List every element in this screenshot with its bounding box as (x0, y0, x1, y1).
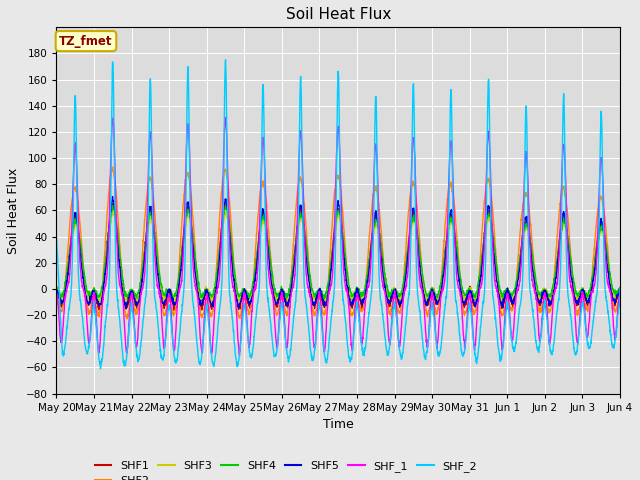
SHF2 (355, 302, 363, 308)
SHF1 (52, 286, 60, 291)
SHF3 (582, 293, 590, 299)
SHF3 (171, 300, 179, 306)
SHF2 (582, 306, 590, 312)
Line: SHF5: SHF5 (56, 197, 620, 309)
SHF3 (355, 290, 363, 296)
SHF4 (109, 203, 117, 208)
Text: TZ_fmet: TZ_fmet (60, 35, 113, 48)
SHF_1 (355, 306, 363, 312)
SHF_2 (367, 291, 375, 297)
Line: SHF_1: SHF_1 (56, 118, 620, 355)
Line: SHF1: SHF1 (56, 203, 620, 310)
SHF_2 (355, 315, 363, 321)
SHF5 (109, 194, 116, 200)
SHF4 (210, 288, 218, 294)
Line: SHF_2: SHF_2 (56, 60, 620, 369)
SHF5 (616, 287, 624, 292)
SHF_2 (616, 286, 624, 291)
SHF_2 (221, 57, 229, 63)
SHF1 (221, 200, 229, 206)
SHF3 (109, 208, 116, 214)
SHF3 (210, 292, 218, 298)
SHF2 (502, 296, 510, 302)
SHF_1 (567, 283, 575, 288)
Legend: SHF1, SHF2, SHF3, SHF4, SHF5, SHF_1, SHF_2: SHF1, SHF2, SHF3, SHF4, SHF5, SHF_1, SHF… (90, 456, 482, 480)
SHF5 (122, 306, 130, 312)
SHF4 (367, 240, 375, 246)
SHF3 (52, 287, 60, 293)
SHF_2 (97, 366, 104, 372)
SHF_1 (367, 254, 375, 260)
SHF_1 (221, 115, 229, 120)
Line: SHF4: SHF4 (56, 205, 620, 300)
SHF3 (502, 288, 510, 293)
SHF3 (367, 250, 375, 256)
SHF4 (502, 286, 510, 292)
SHF5 (367, 245, 375, 251)
SHF5 (502, 290, 510, 296)
SHF5 (210, 296, 218, 301)
SHF5 (567, 269, 575, 275)
SHF4 (52, 286, 60, 292)
SHF1 (582, 298, 590, 304)
SHF1 (170, 307, 177, 313)
SHF_1 (616, 285, 624, 290)
SHF1 (502, 289, 510, 295)
Line: SHF3: SHF3 (56, 211, 620, 303)
SHF_1 (502, 294, 510, 300)
SHF1 (616, 288, 624, 293)
SHF_2 (582, 331, 590, 337)
SHF4 (355, 286, 363, 291)
SHF_1 (52, 289, 60, 295)
SHF5 (52, 288, 60, 294)
SHF4 (616, 288, 624, 293)
SHF2 (123, 316, 131, 322)
Y-axis label: Soil Heat Flux: Soil Heat Flux (7, 168, 20, 253)
SHF4 (567, 255, 575, 261)
SHF3 (567, 264, 575, 270)
X-axis label: Time: Time (323, 418, 353, 431)
SHF2 (109, 164, 116, 170)
SHF1 (210, 301, 218, 307)
SHF1 (355, 295, 363, 300)
Title: Soil Heat Flux: Soil Heat Flux (285, 7, 391, 22)
Line: SHF2: SHF2 (56, 167, 620, 319)
SHF1 (567, 260, 575, 265)
SHF2 (616, 285, 624, 290)
SHF_1 (210, 326, 218, 332)
SHF_2 (567, 312, 575, 317)
SHF5 (355, 291, 363, 297)
SHF5 (582, 296, 590, 302)
SHF3 (616, 286, 624, 292)
SHF_1 (582, 326, 590, 332)
SHF1 (367, 240, 375, 245)
SHF2 (210, 297, 218, 302)
SHF2 (52, 291, 60, 297)
SHF4 (320, 297, 328, 302)
SHF_1 (236, 352, 243, 358)
SHF_2 (52, 234, 60, 240)
SHF2 (567, 252, 575, 258)
SHF4 (582, 292, 590, 298)
SHF_2 (210, 363, 218, 369)
SHF2 (367, 211, 375, 217)
SHF_2 (502, 306, 510, 312)
